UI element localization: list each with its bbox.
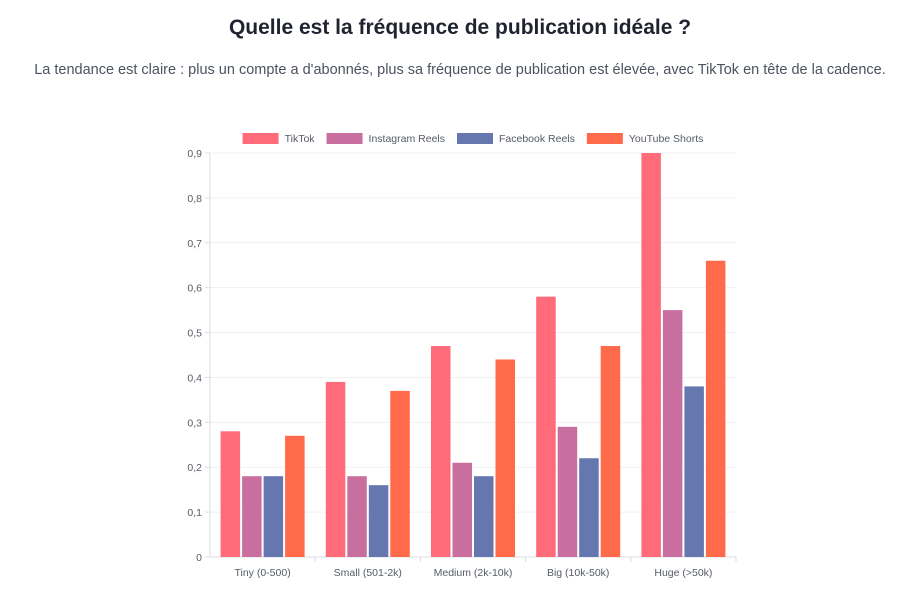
x-tick-label: Big (10k-50k) [547, 567, 609, 579]
y-tick-label: 0,8 [187, 193, 202, 205]
legend-label-facebook-reels: Facebook Reels [499, 133, 575, 145]
bar-facebook-reels-4 [684, 386, 704, 557]
bar-instagram-reels-4 [662, 310, 683, 557]
x-tick-label: Small (501-2k) [334, 567, 402, 579]
bar-youtube-shorts-4 [705, 260, 726, 557]
bar-facebook-reels-0 [263, 476, 284, 557]
y-tick-label: 0,5 [187, 328, 202, 340]
page-subtitle: La tendance est claire : plus un compte … [34, 62, 886, 78]
x-tick-label: Tiny (0-500) [234, 567, 290, 579]
bar-youtube-shorts-2 [495, 359, 515, 557]
y-tick-label: 0,7 [187, 238, 202, 250]
bar-facebook-reels-1 [368, 485, 389, 557]
y-tick-label: 0,3 [187, 417, 202, 429]
y-tick-label: 0,2 [187, 462, 202, 474]
bar-youtube-shorts-0 [285, 435, 305, 557]
page-title: Quelle est la fréquence de publication i… [228, 16, 692, 39]
bar-tiktok-3 [536, 296, 556, 557]
bar-instagram-reels-0 [242, 476, 262, 557]
bar-facebook-reels-2 [474, 476, 494, 557]
bar-instagram-reels-1 [347, 476, 367, 557]
bar-instagram-reels-3 [557, 426, 578, 557]
bar-tiktok-1 [325, 381, 346, 557]
bar-tiktok-2 [431, 346, 451, 557]
bar-youtube-shorts-1 [390, 390, 410, 557]
y-tick-label: 0,6 [187, 283, 202, 295]
legend-label-instagram-reels: Instagram Reels [369, 133, 445, 145]
bar-tiktok-4 [641, 153, 661, 557]
legend-label-tiktok: TikTok [285, 133, 316, 145]
legend-swatch-facebook-reels [457, 133, 493, 144]
x-tick-label: Medium (2k-10k) [434, 567, 513, 579]
bar-youtube-shorts-3 [600, 346, 621, 557]
y-tick-label: 0,1 [187, 507, 202, 519]
bar-facebook-reels-3 [579, 458, 599, 557]
x-tick-label: Huge (>50k) [654, 567, 712, 579]
y-tick-label: 0 [196, 552, 202, 564]
y-tick-label: 0,4 [187, 372, 202, 384]
y-tick-label: 0,9 [187, 148, 202, 160]
bar-instagram-reels-2 [452, 462, 472, 557]
legend-swatch-instagram-reels [326, 133, 363, 144]
legend-label-youtube-shorts: YouTube Shorts [629, 133, 704, 145]
legend-swatch-tiktok [242, 133, 279, 144]
bar-tiktok-0 [220, 431, 241, 557]
legend-swatch-youtube-shorts [586, 133, 623, 144]
